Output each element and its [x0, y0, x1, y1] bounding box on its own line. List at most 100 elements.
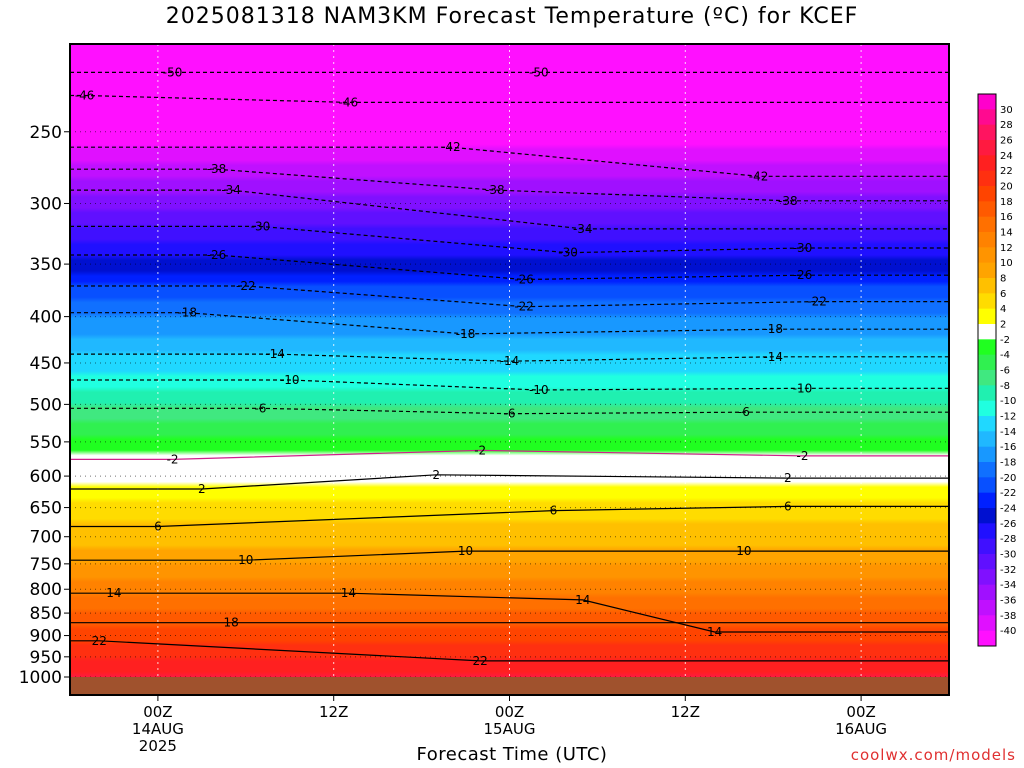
contour-lines	[70, 71, 949, 662]
x-tick-label: 14AUG	[132, 720, 184, 738]
contour-label: -10	[793, 381, 813, 395]
contour-label: -14	[763, 350, 783, 364]
colorbar-label: 2	[1000, 320, 1006, 331]
colorbar-swatch	[978, 94, 996, 110]
contour-line	[70, 94, 949, 103]
contour-label: -6	[738, 405, 750, 419]
contour-label: -50	[163, 65, 183, 79]
colorbar-swatch	[978, 370, 996, 386]
contour-label: 2	[784, 471, 792, 485]
y-tick-label: 600	[30, 467, 62, 487]
contour-line	[70, 474, 949, 490]
credit-link[interactable]: coolwx.com/models	[850, 746, 1016, 764]
colorbar-swatch	[978, 400, 996, 417]
contour-label: -18	[763, 322, 783, 336]
colorbar-label: 4	[1000, 304, 1006, 315]
contour-label: -18	[456, 327, 476, 341]
contour-label: -14	[500, 354, 520, 368]
colorbar-swatch	[978, 293, 996, 310]
contour-line	[70, 189, 949, 230]
colorbar-swatch	[978, 201, 996, 218]
colorbar-swatch	[978, 492, 996, 509]
contour-line	[70, 285, 949, 308]
colorbar-label: -14	[1000, 427, 1016, 438]
colorbar-label: -20	[1000, 473, 1016, 484]
x-tick-label: 00Z	[846, 703, 875, 721]
contour-label: -22	[514, 300, 534, 314]
colorbar-swatch	[978, 308, 996, 325]
y-tick-label: 250	[30, 123, 62, 143]
contour-label: -14	[265, 347, 285, 361]
colorbar-label: -8	[1000, 381, 1010, 392]
colorbar-swatch	[978, 630, 996, 647]
contour-line	[70, 146, 949, 177]
colorbar-label: 26	[1000, 136, 1013, 147]
colorbar-label: 20	[1000, 182, 1013, 193]
contour-line	[70, 592, 949, 633]
colorbar-swatch	[978, 584, 996, 601]
contour-label: 2	[198, 482, 206, 496]
contour-line	[70, 168, 949, 202]
contour-label: -46	[75, 89, 95, 103]
contour-label: -38	[485, 183, 505, 197]
x-tick-label: 15AUG	[484, 720, 536, 738]
contour-line	[70, 550, 949, 561]
contour-label: -2	[797, 449, 809, 463]
colorbar-swatch	[978, 508, 996, 524]
colorbar-swatch	[978, 339, 996, 356]
chart-title: 2025081318 NAM3KM Forecast Temperature (…	[165, 4, 859, 29]
contour-label: 10	[238, 553, 253, 567]
y-tick-label: 1000	[19, 668, 62, 688]
colorbar-swatch	[978, 354, 996, 371]
colorbar-swatch	[978, 247, 996, 264]
x-tick-label: 2025	[139, 737, 177, 755]
y-tick-label: 500	[30, 395, 62, 415]
colorbar-label: -24	[1000, 504, 1016, 515]
colorbar-swatch	[978, 538, 996, 555]
x-tick-label: 16AUG	[835, 720, 887, 738]
colorbar-label: -18	[1000, 458, 1016, 469]
contour-label: -2	[167, 452, 179, 466]
colorbar-label: 12	[1000, 243, 1013, 254]
contour-label: 6	[154, 519, 162, 533]
contour-line	[70, 225, 949, 254]
contour-label: -50	[529, 65, 549, 79]
contour-label: -10	[529, 383, 549, 397]
colorbar-label: 30	[1000, 105, 1013, 116]
colorbar-label: -38	[1000, 611, 1016, 622]
contour-line	[70, 407, 949, 415]
contour-label: 22	[473, 654, 488, 668]
contour-line	[70, 254, 949, 281]
colorbar-label: -22	[1000, 488, 1016, 499]
contour-line	[70, 449, 949, 460]
contour-label: 18	[224, 616, 239, 630]
colorbar-swatch	[978, 278, 996, 294]
contour-label: 14	[341, 586, 356, 600]
colorbar-label: -30	[1000, 550, 1016, 561]
colorbar-swatch	[978, 324, 996, 340]
colorbar-swatch	[978, 170, 996, 187]
colorbar-label: -36	[1000, 596, 1016, 607]
colorbar-label: -6	[1000, 366, 1010, 377]
y-tick-label: 700	[30, 528, 62, 548]
y-tick-label: 900	[30, 627, 62, 647]
colorbar-swatch	[978, 554, 996, 570]
x-axis-title: Forecast Time (UTC)	[416, 744, 608, 765]
colorbar-swatch	[978, 155, 996, 172]
y-tick-label: 350	[30, 255, 62, 275]
colorbar-label: 8	[1000, 274, 1006, 285]
contour-label: 10	[736, 544, 751, 558]
colorbar-swatch	[978, 446, 996, 463]
colorbar-label: -16	[1000, 442, 1016, 453]
colorbar-label: 24	[1000, 151, 1013, 162]
colorbar-label: -2	[1000, 335, 1010, 346]
temperature-field	[70, 44, 949, 677]
contour-label: -30	[793, 241, 813, 255]
colorbar-label: -10	[1000, 396, 1016, 407]
contour-label: -30	[558, 246, 578, 260]
colorbar-swatch	[978, 431, 996, 448]
colorbar-label: 10	[1000, 258, 1013, 269]
y-tick-label: 550	[30, 433, 62, 453]
colorbar-label: 28	[1000, 120, 1013, 131]
